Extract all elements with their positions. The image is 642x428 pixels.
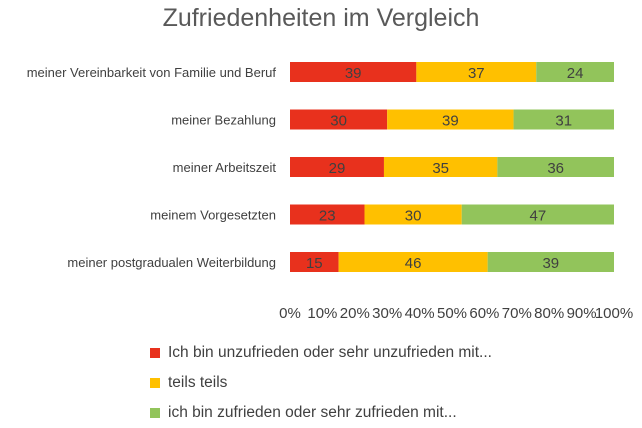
x-tick-label: 0% (279, 305, 301, 322)
x-tick-label: 90% (567, 305, 597, 322)
bar-segment (536, 62, 614, 82)
x-tick-label: 80% (534, 305, 564, 322)
bar-segment (338, 252, 488, 272)
bar-segment (383, 157, 498, 177)
x-tick-label: 100% (595, 305, 633, 322)
data-label: 30 (405, 208, 422, 225)
legend-label-zufrieden: ich bin zufrieden oder sehr zufrieden mi… (168, 404, 457, 421)
x-tick-label: 10% (307, 305, 337, 322)
legend-label-unzufrieden: Ich bin unzufrieden oder sehr unzufriede… (168, 344, 492, 361)
x-tick-label: 30% (372, 305, 402, 322)
legend-item-unzufrieden: Ich bin unzufrieden oder sehr unzufriede… (150, 338, 492, 368)
category-label: meiner Bezahlung (171, 113, 276, 128)
x-tick-label: 60% (469, 305, 499, 322)
bar-segment (497, 157, 614, 177)
data-label: 15 (306, 255, 323, 272)
bar-segment (416, 62, 537, 82)
bar-segment (290, 157, 384, 177)
bar-segment (290, 204, 365, 225)
x-tick-label: 50% (437, 305, 467, 322)
data-label: 31 (555, 113, 572, 130)
bar-segment (290, 109, 388, 130)
legend-swatch-teils (150, 378, 160, 388)
bar-segment (364, 204, 462, 225)
legend-swatch-zufrieden (150, 408, 160, 418)
data-label: 37 (468, 65, 485, 82)
data-label: 39 (542, 255, 559, 272)
legend-item-zufrieden: ich bin zufrieden oder sehr zufrieden mi… (150, 398, 492, 428)
legend-item-teils: teils teils (150, 368, 492, 398)
bar-segment (290, 252, 339, 272)
legend: Ich bin unzufrieden oder sehr unzufriede… (150, 338, 492, 428)
category-label: meiner Vereinbarkeit von Familie und Ber… (27, 65, 277, 80)
category-label: meinem Vorgesetzten (150, 208, 276, 223)
legend-label-teils: teils teils (168, 374, 228, 391)
bar-segment (290, 62, 417, 82)
chart-title: Zufriedenheiten im Vergleich (162, 4, 480, 32)
bar-segment (461, 204, 614, 225)
data-label: 35 (432, 160, 449, 177)
x-tick-label: 40% (405, 305, 435, 322)
data-label: 36 (547, 160, 564, 177)
category-label: meiner postgradualen Weiterbildung (67, 255, 276, 270)
data-label: 39 (345, 65, 362, 82)
x-tick-label: 70% (502, 305, 532, 322)
data-label: 29 (329, 160, 346, 177)
category-label: meiner Arbeitszeit (173, 160, 277, 175)
legend-swatch-unzufrieden (150, 348, 160, 358)
data-label: 39 (442, 113, 459, 130)
bar-segment (513, 109, 614, 130)
data-label: 46 (405, 255, 422, 272)
data-label: 47 (530, 208, 547, 225)
data-label: 24 (567, 65, 584, 82)
data-label: 30 (330, 113, 347, 130)
x-tick-label: 20% (340, 305, 370, 322)
bar-segment (387, 109, 514, 130)
bar-segment (487, 252, 614, 272)
data-label: 23 (319, 208, 336, 225)
